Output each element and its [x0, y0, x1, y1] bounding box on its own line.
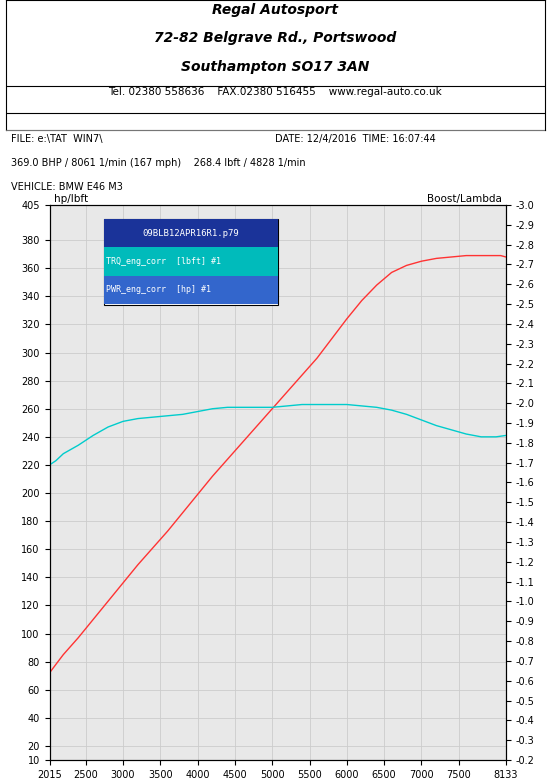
Text: hp/lbft: hp/lbft [54, 194, 88, 204]
Text: Boost/Lambda: Boost/Lambda [427, 194, 502, 204]
Text: 72-82 Belgrave Rd., Portswood: 72-82 Belgrave Rd., Portswood [154, 31, 396, 45]
Bar [104, 276, 278, 304]
Text: DATE: 12/4/2016  TIME: 16:07:44: DATE: 12/4/2016 TIME: 16:07:44 [275, 134, 436, 144]
Text: PWR_eng_corr  [hp] #1: PWR_eng_corr [hp] #1 [106, 285, 211, 294]
Text: FILE: e:\TAT  WIN7\: FILE: e:\TAT WIN7\ [11, 134, 102, 144]
Text: Regal Autosport: Regal Autosport [212, 2, 338, 16]
Text: 09BLB12APR16R1.p79: 09BLB12APR16R1.p79 [142, 229, 239, 237]
Bar [104, 219, 278, 305]
Bar [104, 248, 278, 276]
Text: Tel. 02380 558636    FAX.02380 516455    www.regal-auto.co.uk: Tel. 02380 558636 FAX.02380 516455 www.r… [108, 87, 442, 97]
Text: Southampton SO17 3AN: Southampton SO17 3AN [181, 60, 369, 73]
Text: VEHICLE: BMW E46 M3: VEHICLE: BMW E46 M3 [11, 183, 123, 192]
Text: TRQ_eng_corr  [lbft] #1: TRQ_eng_corr [lbft] #1 [106, 257, 221, 266]
Text: 369.0 BHP / 8061 1/min (167 mph)    268.4 lbft / 4828 1/min: 369.0 BHP / 8061 1/min (167 mph) 268.4 l… [11, 159, 305, 169]
Bar [104, 219, 278, 248]
